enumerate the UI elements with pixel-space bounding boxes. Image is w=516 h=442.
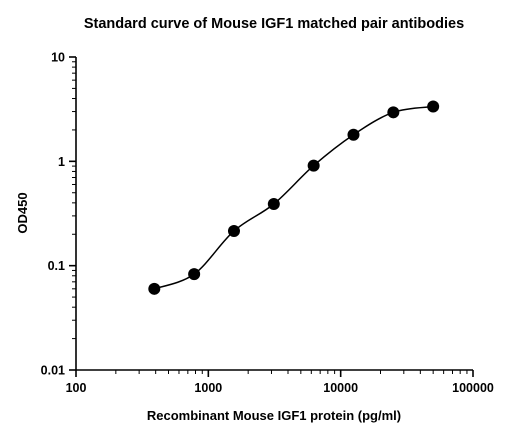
x-tick-label: 100000 <box>452 381 494 395</box>
x-axis-label: Recombinant Mouse IGF1 protein (pg/ml) <box>147 408 401 423</box>
y-tick-label: 1 <box>58 155 65 169</box>
y-ticks: 0.01 0.1 1 10 <box>41 51 76 378</box>
y-tick-label: 0.01 <box>41 364 65 378</box>
x-tick-label: 10000 <box>323 381 358 395</box>
data-points <box>148 100 440 295</box>
chart-title: Standard curve of Mouse IGF1 matched pai… <box>84 16 464 32</box>
data-point <box>188 268 201 281</box>
data-point <box>148 282 161 295</box>
y-tick-label: 0.1 <box>48 259 65 273</box>
y-axis-label: OD450 <box>15 192 30 233</box>
axes <box>75 57 473 371</box>
data-point <box>307 159 320 172</box>
data-point <box>387 106 400 119</box>
y-tick-label: 10 <box>51 51 65 65</box>
fit-curve <box>154 105 434 290</box>
data-point <box>427 100 440 113</box>
x-tick-label: 1000 <box>194 381 222 395</box>
x-tick-label: 100 <box>66 381 87 395</box>
x-ticks: 100 1000 10000 100000 <box>66 370 494 395</box>
data-point <box>227 224 240 237</box>
data-point <box>267 197 280 210</box>
data-point <box>347 128 360 141</box>
